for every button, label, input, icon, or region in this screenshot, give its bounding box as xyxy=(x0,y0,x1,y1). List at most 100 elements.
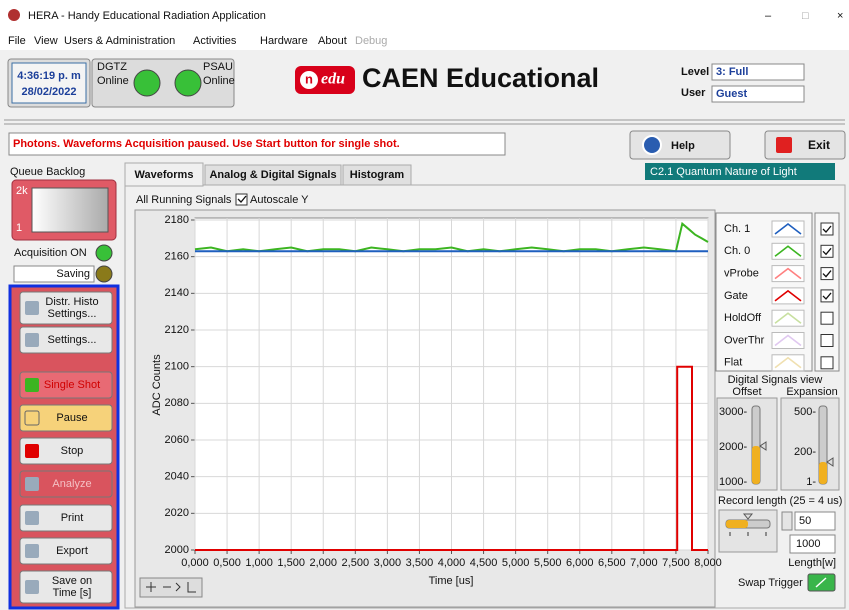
x-tick-label: 4,000 xyxy=(438,557,466,569)
psau-state: Online xyxy=(203,75,235,87)
legend-label: Flat xyxy=(724,357,742,369)
y-tick-label: 2140 xyxy=(165,287,189,299)
legend-swatch xyxy=(774,289,802,302)
x-tick-label: 1,000 xyxy=(245,557,273,569)
clock-time: 4:36:19 p. m xyxy=(17,70,81,82)
offset-scale-label: 1000- xyxy=(719,476,747,488)
record-value-box[interactable] xyxy=(794,511,836,531)
legend-swatch xyxy=(774,312,802,324)
button-icon xyxy=(25,301,39,315)
tab-label: Analog & Digital Signals xyxy=(209,169,336,181)
menu-bar xyxy=(0,30,849,50)
psau-led xyxy=(174,69,202,97)
saving-led xyxy=(95,265,113,283)
device-panel xyxy=(91,58,235,108)
record-spinner[interactable] xyxy=(781,511,793,531)
legend-checkbox[interactable] xyxy=(820,244,834,258)
control-button[interactable] xyxy=(19,537,113,565)
status-message: Photons. Waveforms Acquisition paused. U… xyxy=(13,138,400,150)
record-thumb[interactable] xyxy=(742,513,754,520)
acquisition-led xyxy=(95,244,113,262)
app-icon xyxy=(8,9,20,21)
swap-label: Swap Trigger xyxy=(738,577,803,589)
expansion-slider-box xyxy=(780,397,840,491)
record-fill xyxy=(726,520,748,528)
level-label: Level xyxy=(681,66,709,78)
menu-item[interactable]: About xyxy=(318,35,347,47)
x-tick-label: 7,000 xyxy=(630,557,658,569)
button-label: Analyze xyxy=(52,478,91,490)
tab[interactable] xyxy=(204,164,342,186)
control-button[interactable] xyxy=(19,371,113,399)
legend-checkbox[interactable] xyxy=(820,267,834,281)
legend-checkbox[interactable] xyxy=(820,289,834,303)
close-button[interactable]: × xyxy=(837,10,843,22)
x-tick-label: 0,500 xyxy=(213,557,241,569)
legend-swatch-box xyxy=(771,287,805,305)
menu-item[interactable]: Activities xyxy=(193,35,237,47)
control-button[interactable] xyxy=(19,570,113,604)
expansion-thumb[interactable] xyxy=(826,457,834,467)
legend-swatch-box xyxy=(771,309,805,327)
legend-swatch xyxy=(774,222,802,235)
x-axis-label: Time [us] xyxy=(429,575,474,587)
menu-item[interactable]: Debug xyxy=(355,35,387,47)
x-tick-label: 1,500 xyxy=(277,557,305,569)
menu-item[interactable]: Hardware xyxy=(260,35,308,47)
offset-scale-label: 2000- xyxy=(719,441,747,453)
menu-item[interactable]: View xyxy=(34,35,58,47)
dgtz-state: Online xyxy=(97,75,129,87)
x-tick-label: 5,500 xyxy=(534,557,562,569)
legend-label: OverThr xyxy=(724,334,765,346)
legend-swatch-box xyxy=(771,265,805,283)
y-tick-label: 2020 xyxy=(165,507,189,519)
logo-mark: n xyxy=(305,71,313,86)
queue-meter xyxy=(31,187,109,233)
legend-checkbox[interactable] xyxy=(820,356,834,370)
minimize-button[interactable]: – xyxy=(765,10,772,22)
autoscale-label: Autoscale Y xyxy=(250,194,309,206)
menu-item[interactable]: Users & Administration xyxy=(64,35,175,47)
legend-checkbox[interactable] xyxy=(820,222,834,236)
control-button[interactable] xyxy=(19,291,113,325)
control-button[interactable] xyxy=(19,437,113,465)
legend-swatch-box xyxy=(771,242,805,260)
legend-checkbox[interactable] xyxy=(820,334,834,347)
legend-swatch xyxy=(774,334,802,347)
control-button[interactable] xyxy=(19,326,113,354)
acquisition-label: Acquisition ON xyxy=(14,247,87,259)
y-tick-label: 2160 xyxy=(165,251,189,263)
legend-label: Ch. 0 xyxy=(724,245,750,257)
all-running-label: All Running Signals xyxy=(136,194,232,206)
psau-label: PSAU xyxy=(203,61,233,73)
offset-thumb[interactable] xyxy=(759,441,767,451)
legend-swatch-box xyxy=(771,220,805,238)
y-tick-label: 2040 xyxy=(165,471,189,483)
expansion-scale-label: 200- xyxy=(794,446,816,458)
control-button[interactable] xyxy=(19,404,113,432)
legend-check xyxy=(822,270,832,278)
y-tick-label: 2000 xyxy=(165,544,189,556)
autoscale-checkbox[interactable] xyxy=(235,193,248,206)
legend-checkbox[interactable] xyxy=(820,311,834,325)
tab-label: Waveforms xyxy=(135,169,194,181)
length-box[interactable] xyxy=(789,534,836,554)
control-button[interactable] xyxy=(19,504,113,532)
clock-box xyxy=(11,62,87,104)
record-label: Record length (25 = 4 us) xyxy=(718,495,842,507)
button-label: Export xyxy=(56,545,88,557)
maximize-button[interactable]: □ xyxy=(802,10,809,22)
tab[interactable] xyxy=(124,162,204,187)
legend-label: HoldOff xyxy=(724,312,762,324)
menu-item[interactable]: File xyxy=(8,35,26,47)
dgtz-led xyxy=(133,69,161,97)
control-button[interactable] xyxy=(19,470,113,498)
saving-label: Saving xyxy=(56,268,90,280)
button-icon xyxy=(25,444,39,458)
legend-check xyxy=(822,292,832,300)
x-tick-label: 0,000 xyxy=(181,557,209,569)
legend-swatch-box xyxy=(771,332,805,349)
offset-scale-label: 3000- xyxy=(719,406,747,418)
tab[interactable] xyxy=(342,164,412,186)
